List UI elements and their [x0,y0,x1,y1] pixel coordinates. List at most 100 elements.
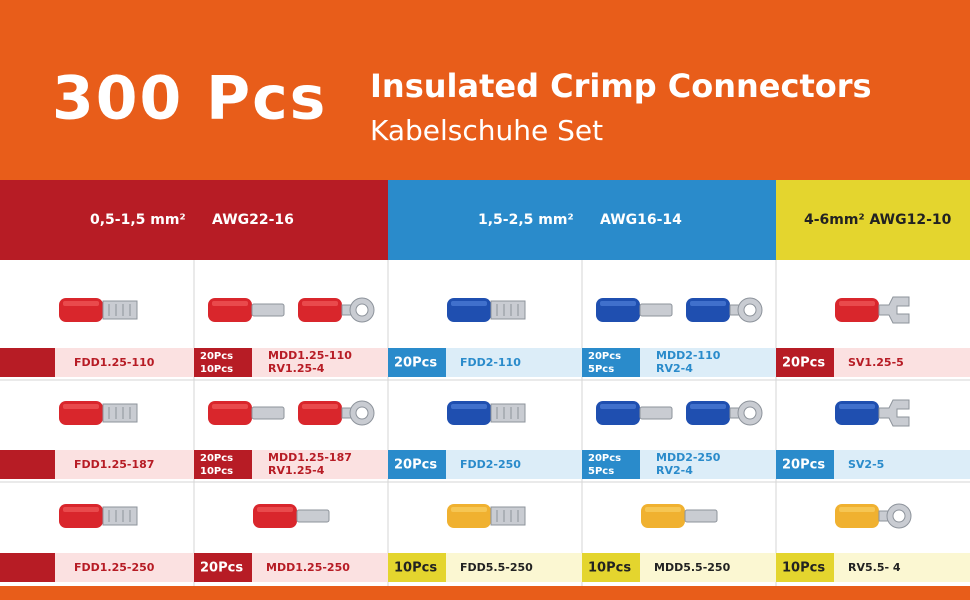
metal-tab [639,303,673,317]
group-label: AWG22-16 [212,212,294,228]
quantity: 10Pcs [588,561,631,576]
quantity: 20Pcs [782,356,825,371]
part-number: RV1.25-4 [268,362,325,375]
insulation-highlight [451,507,487,512]
connector-icon [835,503,912,529]
content: 0,5-1,5 mm² AWG22-16 1,5-2,5 mm² AWG16-14 4-… [0,180,970,586]
insulation-highlight [257,507,293,512]
qty-box [582,450,640,479]
group-label: 1,5-2,5 mm² [478,212,574,228]
insulation-highlight [302,404,338,409]
qty-box [0,553,55,582]
metal-body [102,300,138,320]
connector-icon [686,297,763,323]
connector-icon [835,296,910,324]
connector-icon [59,401,138,425]
ring-hole [355,303,369,317]
metal-tab [684,509,718,523]
ring-hole [743,406,757,420]
part-number: SV1.25-5 [848,356,904,369]
metal-body [490,403,526,423]
quantity: 20Pcs [394,356,437,371]
part-number: MDD1.25-250 [266,561,350,574]
connector-icon [835,399,910,427]
connector-icon [208,401,285,425]
quantity: 20Pcs [588,351,621,362]
insulation-highlight [212,301,248,306]
metal-body [102,506,138,526]
quantity: 10Pcs [782,561,825,576]
metal-tab [296,509,330,523]
connector-icon [59,504,138,528]
metal-tab [251,406,285,420]
connector-icon [447,298,526,322]
part-number: FDD2-110 [460,356,521,369]
part-number: FDD1.25-110 [74,356,155,369]
insulation-highlight [839,507,875,512]
connector-icon [641,504,718,528]
qty-box [388,553,446,582]
header-band [0,0,970,180]
metal-fork [878,296,910,324]
part-number: MDD1.25-187 [268,451,352,464]
qty-box [388,348,446,377]
connector-icon [447,401,526,425]
part-number: RV5.5- 4 [848,561,901,574]
qty-box [0,450,55,479]
connector-icon [208,298,285,322]
metal-tab [251,303,285,317]
insulation-highlight [690,404,726,409]
qty-box [194,348,252,377]
insulation-highlight [63,301,99,306]
insulation-highlight [451,301,487,306]
part-number: MDD1.25-110 [268,349,352,362]
group-band [776,180,970,260]
insulation-highlight [839,404,875,409]
part-number: FDD1.25-250 [74,561,155,574]
group-band [388,180,776,260]
insulation-highlight [302,301,338,306]
connector-icon [253,504,330,528]
qty-box [582,553,640,582]
insulation-highlight [600,301,636,306]
qty-box [776,553,834,582]
metal-body [102,403,138,423]
qty-box [0,348,55,377]
part-number: MDD2-250 [656,451,721,464]
insulation-highlight [600,404,636,409]
insulation-highlight [690,301,726,306]
part-number: MDD2-110 [656,349,721,362]
ring-hole [892,509,906,523]
part-number: MDD5.5-250 [654,561,731,574]
part-number: FDD2-250 [460,458,521,471]
qty-box [388,450,446,479]
metal-tab [639,406,673,420]
quantity: 10Pcs [200,364,233,375]
insulation-highlight [839,301,875,306]
quantity: 20Pcs [782,458,825,473]
ring-hole [743,303,757,317]
insulation-highlight [645,507,681,512]
connector-icon [59,298,138,322]
group-label: 4-6mm² AWG12-10 [804,212,952,228]
part-number: RV1.25-4 [268,464,325,477]
quantity: 20Pcs [200,351,233,362]
quantity: 20Pcs [200,453,233,464]
part-number: FDD1.25-187 [74,458,154,471]
insulation-highlight [63,507,99,512]
footer-band [0,586,970,600]
group-label: AWG16-14 [600,212,682,228]
part-number: FDD5.5-250 [460,561,533,574]
group-label: 0,5-1,5 mm² [90,212,186,228]
quantity: 10Pcs [394,561,437,576]
connector-icon [447,504,526,528]
quantity: 20Pcs [588,453,621,464]
qty-box [194,553,252,582]
quantity: 10Pcs [200,466,233,477]
insulation-highlight [63,404,99,409]
quantity: 5Pcs [588,466,614,477]
connector-icon [686,400,763,426]
insulation-highlight [451,404,487,409]
piece-count: 300 Pcs [52,64,327,134]
